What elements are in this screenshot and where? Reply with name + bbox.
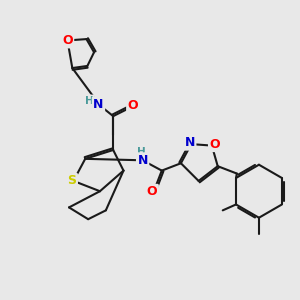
Text: N: N — [184, 136, 195, 149]
Text: N: N — [93, 98, 104, 111]
Text: O: O — [147, 185, 158, 198]
Text: H: H — [85, 96, 93, 106]
Text: H: H — [137, 147, 146, 157]
Text: S: S — [68, 174, 76, 188]
Text: O: O — [209, 138, 220, 151]
Text: O: O — [62, 34, 73, 47]
Text: N: N — [137, 154, 148, 167]
Text: O: O — [128, 99, 138, 112]
